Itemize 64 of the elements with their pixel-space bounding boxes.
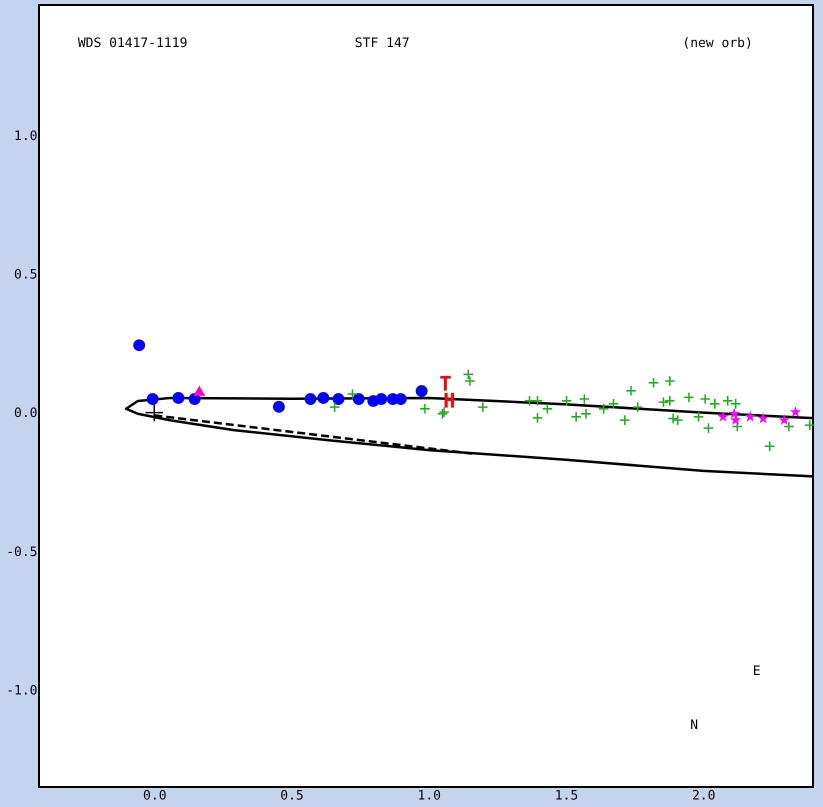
- point: [580, 408, 592, 420]
- point: [346, 388, 358, 400]
- point: [561, 395, 572, 406]
- point: [778, 414, 790, 425]
- point: [783, 421, 794, 432]
- point: [648, 377, 660, 388]
- point: [619, 414, 630, 426]
- point: [730, 398, 742, 410]
- annotation: N: [690, 718, 698, 733]
- point: [702, 422, 714, 434]
- point: [722, 395, 734, 406]
- point: [764, 440, 776, 452]
- point: [744, 410, 756, 422]
- y-tick-label: 1.0: [14, 128, 38, 144]
- point: [375, 393, 388, 405]
- annotation: E: [752, 664, 761, 680]
- x-tick-label: 1.0: [418, 788, 441, 804]
- point: [632, 402, 644, 413]
- point: [626, 385, 637, 396]
- x-tick-label: 2.0: [692, 788, 716, 804]
- point: [790, 406, 802, 417]
- point: [683, 392, 694, 403]
- point: [542, 403, 553, 414]
- annotation: WDS 01417-1119: [78, 36, 188, 51]
- y-tick-label: 0.0: [14, 406, 38, 422]
- y-tick-label: 0.5: [14, 267, 38, 282]
- point: [532, 412, 543, 424]
- y-tick-label: -0.5: [6, 544, 38, 560]
- point: [664, 395, 676, 406]
- point: [570, 411, 582, 422]
- y-tick-label: -1.0: [6, 683, 38, 698]
- point: [172, 392, 184, 404]
- point: [332, 393, 344, 405]
- point: [804, 420, 816, 431]
- point: [317, 392, 330, 404]
- point: [146, 393, 159, 405]
- point: [416, 385, 428, 397]
- point: [717, 410, 729, 422]
- x-tick-label: 0.5: [280, 788, 304, 804]
- x-tick-label: 0.0: [143, 788, 167, 804]
- point: [757, 412, 769, 424]
- x-tick-label: 1.5: [554, 788, 578, 804]
- point: [419, 403, 430, 414]
- point: [709, 398, 720, 410]
- point: [700, 394, 711, 405]
- point: [464, 376, 476, 387]
- point: [578, 394, 590, 405]
- point: [598, 403, 610, 414]
- point: [329, 402, 340, 413]
- annotation: (new orb): [682, 36, 753, 51]
- point: [658, 396, 669, 408]
- point: [728, 408, 740, 419]
- point: [144, 403, 164, 422]
- point: [193, 386, 206, 396]
- point: [352, 393, 365, 405]
- point: [693, 411, 704, 422]
- point: [608, 398, 619, 410]
- point: [477, 402, 488, 413]
- point: [664, 376, 676, 387]
- point: [304, 393, 316, 405]
- point: [133, 339, 146, 352]
- point: [272, 400, 285, 413]
- annotation: STF 147: [354, 36, 410, 51]
- point: [462, 368, 474, 380]
